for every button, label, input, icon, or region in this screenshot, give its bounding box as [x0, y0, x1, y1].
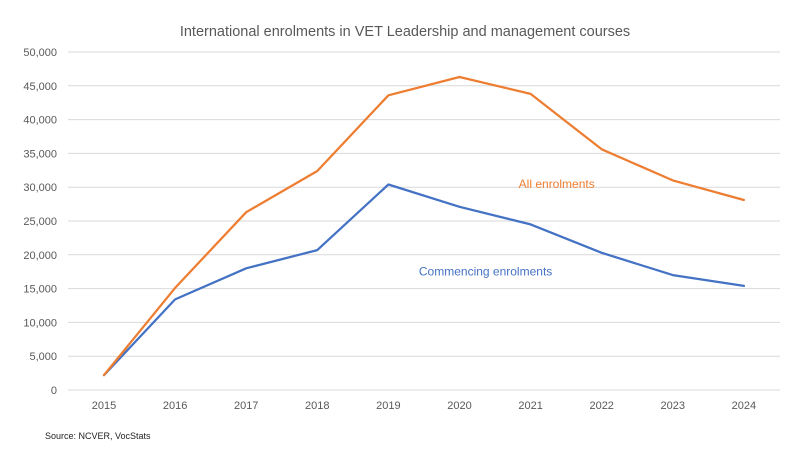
source-note: Source: NCVER, VocStats: [45, 431, 151, 441]
y-tick-label: 20,000: [23, 250, 57, 262]
series-line-commencing-enrolments: [102, 183, 746, 377]
x-tick-label: 2020: [447, 400, 471, 412]
gridlines: [68, 51, 780, 391]
y-tick-label: 5,000: [29, 351, 57, 363]
series-label: All enrolments: [519, 177, 595, 191]
y-axis-ticks: 0 5,000 10,000 15,000 20,000 25,000 30,000 35,0…: [23, 47, 57, 397]
x-tick-label: 2019: [376, 400, 400, 412]
x-tick-label: 2018: [305, 400, 329, 412]
series-lines: [102, 75, 746, 377]
y-tick-label: 10,000: [23, 317, 57, 329]
x-tick-label: 2022: [589, 400, 613, 412]
x-tick-label: 2015: [92, 400, 116, 412]
y-tick-label: 50,000: [23, 47, 57, 59]
y-tick-label: 0: [51, 385, 57, 397]
x-tick-label: 2021: [518, 400, 542, 412]
x-axis-ticks: 2015 2016 2017 2018 2019 2020 2021 2022 2023 2024: [92, 400, 756, 412]
y-tick-label: 35,000: [23, 148, 57, 160]
x-tick-label: 2017: [234, 400, 258, 412]
y-tick-label: 25,000: [23, 216, 57, 228]
series-label: Commencing enrolments: [419, 265, 552, 279]
series-annotations: All enrolments Commencing enrolments: [419, 177, 595, 279]
y-tick-label: 15,000: [23, 284, 57, 296]
chart-title: International enrolments in VET Leadersh…: [180, 24, 630, 40]
x-tick-label: 2016: [163, 400, 187, 412]
y-tick-label: 45,000: [23, 81, 57, 93]
x-tick-label: 2024: [732, 400, 756, 412]
x-tick-label: 2023: [661, 400, 685, 412]
series-line-all-enrolments: [102, 75, 746, 377]
y-tick-label: 40,000: [23, 115, 57, 127]
y-tick-label: 30,000: [23, 182, 57, 194]
